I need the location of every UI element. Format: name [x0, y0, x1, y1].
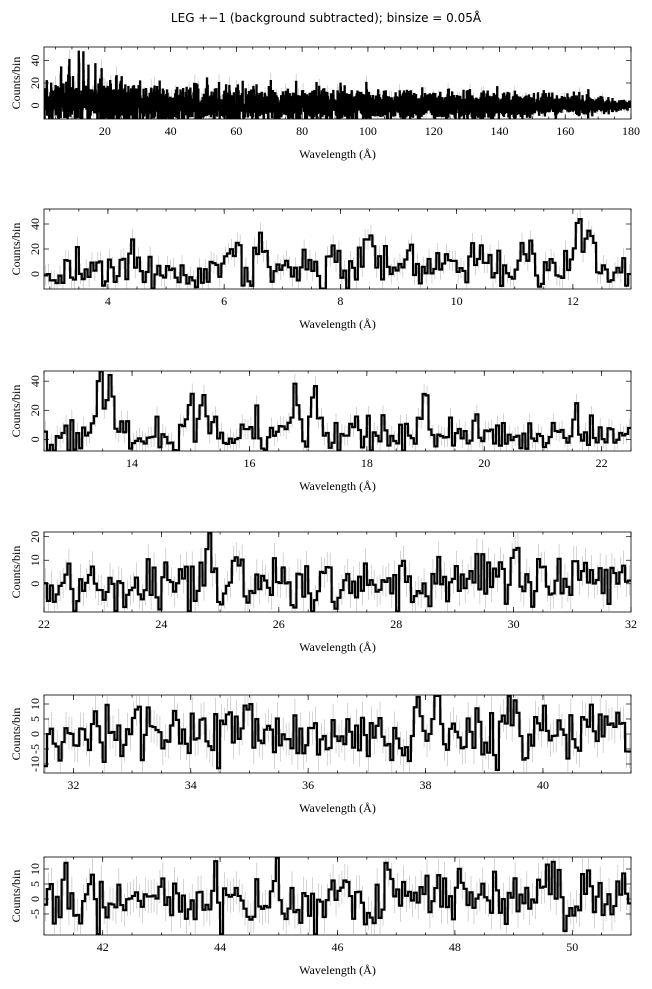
x-axis-label: Wavelength (Å)	[299, 147, 376, 161]
x-tick-label: 60	[230, 124, 242, 138]
y-tick-label: 20	[28, 243, 42, 255]
y-tick-label: 10	[28, 698, 42, 710]
x-tick-label: 30	[508, 617, 520, 631]
x-tick-label: 50	[566, 940, 578, 954]
x-tick-label: 20	[478, 456, 490, 470]
histogram-series	[44, 857, 631, 935]
spectrum-panel: 4 6 8 10 12 0 20 40 Wavelength (Å) Counts/bin	[9, 208, 632, 331]
x-tick-label: 26	[273, 617, 285, 631]
y-axis-label: Counts/bin	[9, 708, 23, 761]
y-axis-label: Counts/bin	[9, 546, 23, 599]
x-tick-label: 80	[296, 124, 308, 138]
x-axis-label: Wavelength (Å)	[299, 963, 376, 977]
x-tick-label: 100	[359, 124, 377, 138]
x-tick-label: 4	[105, 294, 111, 308]
x-tick-label: 34	[185, 778, 197, 792]
x-tick-label: 22	[38, 617, 50, 631]
y-tick-label: 10	[28, 554, 42, 566]
x-tick-label: 18	[361, 456, 373, 470]
x-tick-label: 120	[425, 124, 443, 138]
y-tick-label: 0	[28, 271, 42, 277]
x-tick-label: 14	[126, 456, 138, 470]
histogram-series	[44, 532, 631, 612]
x-tick-label: 40	[537, 778, 549, 792]
y-axis-label: Counts/bin	[9, 385, 23, 438]
x-tick-label: 160	[556, 124, 574, 138]
x-tick-label: 38	[420, 778, 432, 792]
y-tick-label: -5	[28, 744, 42, 754]
y-tick-label: 5	[28, 881, 42, 887]
figure-title: LEG +−1 (background subtracted); binsize…	[171, 10, 482, 25]
x-tick-label: 32	[625, 617, 637, 631]
y-tick-label: 5	[28, 716, 42, 722]
x-tick-label: 6	[221, 294, 227, 308]
spectrum-panel: 42 44 46 48 50 -5 0 5 10 Wavelength (Å) Counts/bin	[9, 856, 632, 977]
y-tick-label: 20	[28, 77, 42, 89]
histogram-series	[44, 695, 631, 771]
y-tick-label: 0	[28, 436, 42, 442]
y-axis-label: Counts/bin	[9, 57, 23, 110]
x-tick-label: 42	[97, 940, 109, 954]
x-tick-label: 48	[449, 940, 461, 954]
y-axis-label: Counts/bin	[9, 870, 23, 923]
y-tick-label: 0	[28, 103, 42, 109]
x-tick-label: 32	[67, 778, 79, 792]
y-tick-label: 40	[28, 218, 42, 230]
x-axis-label: Wavelength (Å)	[299, 479, 376, 493]
x-tick-label: 10	[451, 294, 463, 308]
spectrum-panel: 22 24 26 28 30 32 0 10 20 Wavelength (Å) Counts/bi…	[9, 531, 637, 654]
x-tick-label: 44	[214, 940, 226, 954]
spectrum-panel: 20 40 60 80 100 120 140 160 180 0 20 40 Wavelength (…	[9, 46, 640, 161]
histogram-series	[44, 371, 631, 451]
histogram-series	[44, 50, 631, 119]
y-tick-label: 0	[28, 731, 42, 737]
x-tick-label: 20	[99, 124, 111, 138]
x-tick-label: 16	[243, 456, 255, 470]
y-axis-label: Counts/bin	[9, 223, 23, 276]
y-tick-label: 10	[28, 863, 42, 875]
y-tick-label: 0	[28, 581, 42, 587]
x-tick-label: 28	[390, 617, 402, 631]
x-tick-label: 8	[337, 294, 343, 308]
x-tick-label: 46	[332, 940, 344, 954]
y-tick-label: -5	[28, 909, 42, 919]
x-axis-label: Wavelength (Å)	[299, 317, 376, 331]
y-tick-label: 0	[28, 896, 42, 902]
x-axis-label: Wavelength (Å)	[299, 801, 376, 815]
spectrum-panel: 32 34 36 38 40 -10 -5 0 5 10 Wavelength (Å) Counts/…	[9, 694, 632, 815]
x-tick-label: 40	[165, 124, 177, 138]
y-tick-label: 40	[28, 55, 42, 67]
x-tick-label: 36	[302, 778, 314, 792]
x-tick-label: 12	[567, 294, 579, 308]
y-tick-label: -10	[28, 756, 42, 772]
x-tick-label: 24	[155, 617, 167, 631]
y-tick-label: 40	[28, 375, 42, 387]
spectrum-panel: 14 16 18 20 22 0 20 40 Wavelength (Å) Counts/bin	[9, 370, 632, 493]
histogram-series	[44, 218, 631, 289]
x-axis-label: Wavelength (Å)	[299, 640, 376, 654]
x-tick-label: 22	[596, 456, 608, 470]
y-tick-label: 20	[28, 404, 42, 416]
y-tick-label: 20	[28, 531, 42, 543]
x-tick-label: 180	[622, 124, 640, 138]
x-tick-label: 140	[490, 124, 508, 138]
